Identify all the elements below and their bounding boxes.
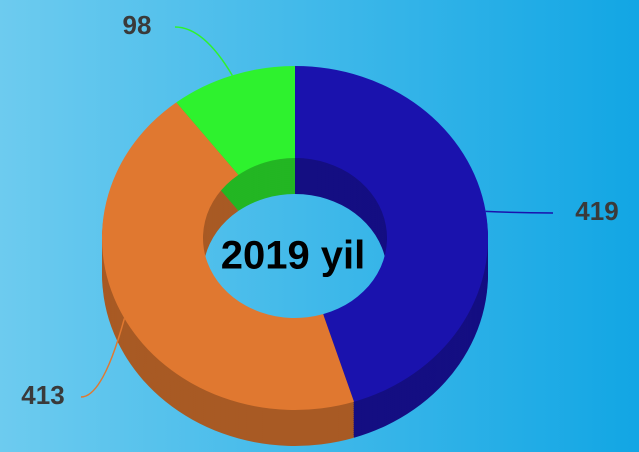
leader-line [485, 210, 554, 214]
donut: 419 413 98 [21, 10, 619, 446]
leader-line [174, 26, 233, 76]
data-label: 413 [21, 380, 64, 410]
data-label: 98 [123, 10, 152, 40]
center-title: 2019 yil [221, 234, 366, 278]
slice [176, 66, 295, 175]
data-label: 419 [575, 196, 618, 226]
slice [101, 102, 355, 411]
slice [295, 66, 489, 402]
leader-line [80, 318, 126, 398]
